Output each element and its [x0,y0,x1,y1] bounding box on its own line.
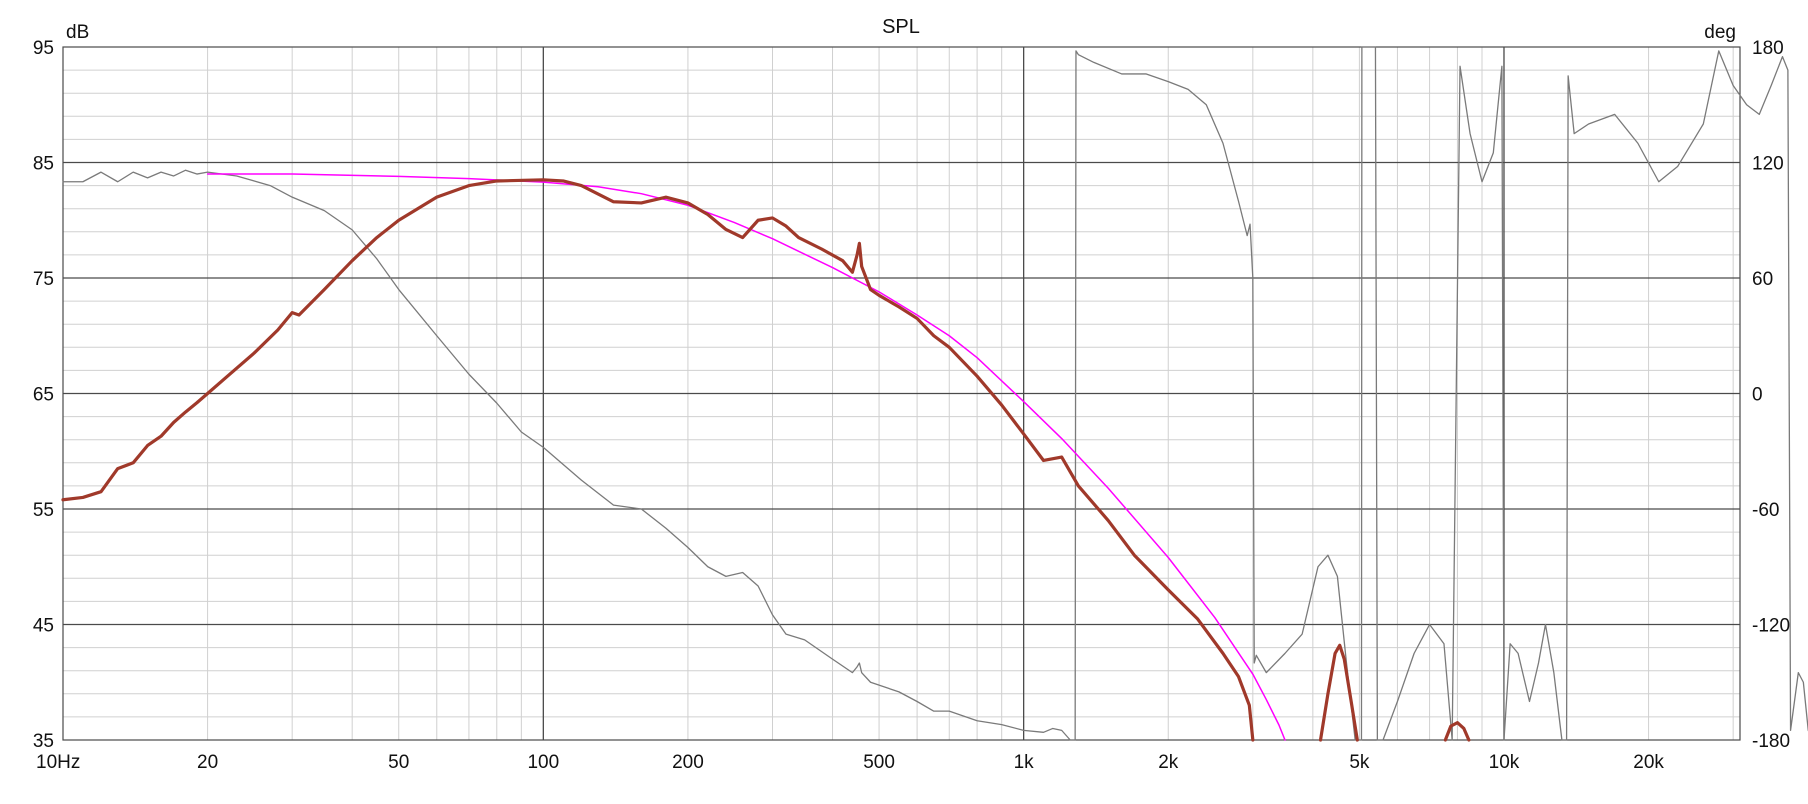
x-tick-label: 5k [1349,752,1370,773]
chart-title: SPL [882,16,920,38]
x-tick-label: 2k [1158,752,1179,773]
y-right-tick-label: -180 [1752,731,1790,752]
x-tick-label: 200 [672,752,704,773]
y-left-tick-label: 35 [33,731,54,752]
x-tick-label: 100 [527,752,559,773]
series-spl-hf-2 [1443,721,1471,742]
series-spl [61,178,1255,742]
y-right-tick-label: -60 [1752,500,1779,521]
x-tick-label: 10k [1489,752,1520,773]
y-left-tick-label: 55 [33,500,54,521]
y-right-tick-label: 60 [1752,269,1773,290]
y-left-tick-label: 65 [33,385,54,406]
y-right-tick-label: 120 [1752,154,1784,175]
y-left-tick-label: 85 [33,154,54,175]
x-tick-label: 10Hz [36,752,80,773]
tick-labels: 95 85 75 65 55 45 35 180 120 60 0 -60 -120 -180 10Hz 20… [33,38,1790,773]
x-tick-label: 1k [1014,752,1035,773]
plot-frame [62,46,1741,741]
x-tick-label: 50 [388,752,409,773]
y-left-tick-label: 95 [33,38,54,59]
y-left-tick-label: 75 [33,269,54,290]
series-phase [62,46,1808,741]
y-right-unit-label: deg [1704,22,1736,43]
series-layer [61,46,1808,742]
x-tick-label: 20 [197,752,218,773]
major-grid [63,47,1740,740]
y-left-unit-label: dB [66,22,89,43]
y-right-tick-label: -120 [1752,616,1790,637]
series-spl-hf-1 [1318,643,1359,742]
y-right-tick-label: 180 [1752,38,1784,59]
x-tick-label: 500 [863,752,895,773]
y-right-tick-label: 0 [1752,385,1763,406]
y-left-tick-label: 45 [33,616,54,637]
x-tick-label: 20k [1633,752,1664,773]
